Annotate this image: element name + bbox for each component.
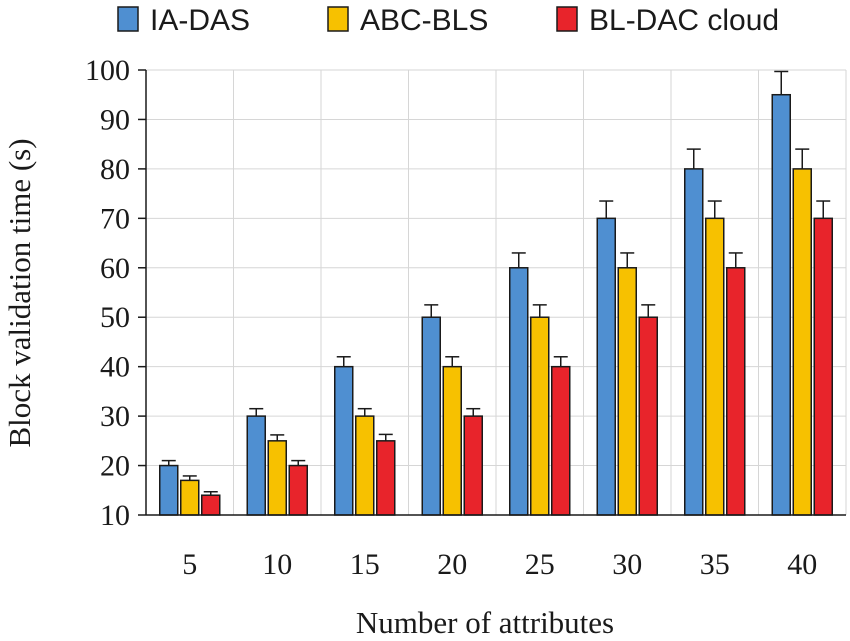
x-tick-label: 25 — [525, 548, 555, 581]
bar-abc-bls-15 — [355, 415, 375, 516]
bar-ia-das-40 — [771, 93, 791, 516]
bar-bl-dac-cloud-5 — [201, 494, 221, 516]
bar-abc-bls-5 — [180, 479, 200, 516]
y-tick-label: 50 — [100, 301, 130, 334]
y-tick-label: 40 — [100, 351, 130, 384]
legend-swatch-abc-bls — [327, 6, 349, 32]
x-tick-label: 30 — [612, 548, 642, 581]
bar-bl-dac-cloud-10 — [288, 464, 308, 516]
bar-ia-das-20 — [421, 316, 441, 516]
bar-bl-dac-cloud-15 — [376, 440, 396, 516]
y-tick-labels: 10 20 30 40 50 60 70 80 90 100 — [85, 54, 130, 532]
x-axis-title: Number of attributes — [356, 605, 614, 640]
bar-abc-bls-35 — [705, 217, 725, 516]
bar-abc-bls-10 — [267, 440, 287, 516]
bar-abc-bls-30 — [617, 267, 637, 516]
y-tick-label: 20 — [100, 450, 130, 483]
x-tick-label: 35 — [700, 548, 730, 581]
y-tick-label: 30 — [100, 400, 130, 433]
bar-bl-dac-cloud-25 — [551, 365, 571, 516]
y-tick-label: 70 — [100, 202, 130, 235]
legend-label: IA-DAS — [150, 4, 250, 37]
y-tick-label: 100 — [85, 54, 130, 87]
x-tick-label: 15 — [350, 548, 380, 581]
bars — [159, 70, 833, 516]
bar-abc-bls-40 — [792, 168, 812, 516]
legend-swatch-ia-das — [117, 6, 139, 32]
bar-bl-dac-cloud-40 — [813, 217, 833, 516]
legend: IA-DAS ABC-BLS BL-DAC cloud — [117, 4, 779, 37]
y-tick-label: 80 — [100, 153, 130, 186]
bar-bl-dac-cloud-20 — [463, 415, 483, 516]
legend-label: BL-DAC cloud — [589, 4, 779, 37]
legend-swatch-bl-dac-cloud — [556, 6, 578, 32]
bar-ia-das-25 — [509, 267, 529, 516]
legend-label: ABC-BLS — [360, 4, 488, 37]
x-tick-label: 40 — [787, 548, 817, 581]
bar-bl-dac-cloud-35 — [726, 267, 746, 516]
bar-ia-das-15 — [334, 365, 354, 516]
axes — [138, 69, 846, 516]
x-tick-label: 5 — [182, 548, 197, 581]
y-tick-label: 90 — [100, 103, 130, 136]
x-tick-label: 10 — [262, 548, 292, 581]
y-tick-label: 10 — [100, 499, 130, 532]
y-tick-label: 60 — [100, 252, 130, 285]
bar-ia-das-5 — [159, 464, 179, 516]
bar-ia-das-30 — [596, 217, 616, 516]
x-tick-label: 20 — [437, 548, 467, 581]
bar-ia-das-35 — [684, 168, 704, 516]
bar-abc-bls-20 — [442, 365, 462, 516]
x-tick-labels: 5 10 15 20 25 30 35 40 — [182, 548, 817, 581]
bar-bl-dac-cloud-30 — [638, 316, 658, 516]
bar-abc-bls-25 — [530, 316, 550, 516]
bar-ia-das-10 — [246, 415, 266, 516]
y-axis-title: Block validation time (s) — [2, 138, 37, 447]
